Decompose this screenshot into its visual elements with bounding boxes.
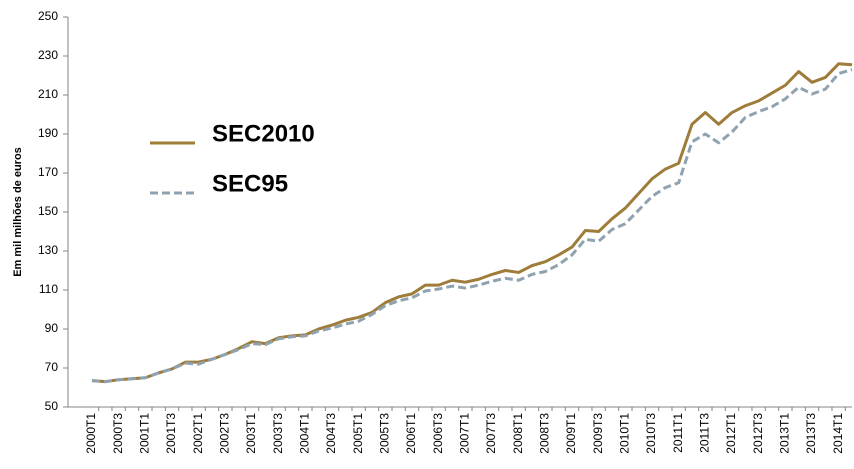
series-line bbox=[91, 62, 853, 384]
y-tick-label: 190 bbox=[38, 126, 58, 140]
x-tick-label: 2009T1 bbox=[564, 413, 578, 454]
x-tick-label: 2002T1 bbox=[191, 413, 205, 454]
x-tick-label: 2011T3 bbox=[698, 413, 712, 453]
x-tick-label: 2002T3 bbox=[218, 413, 232, 454]
y-axis-label: Em mil milhões de euros bbox=[12, 147, 24, 277]
x-tick-label: 2000T3 bbox=[111, 413, 125, 454]
x-tick-label: 2011T1 bbox=[671, 413, 685, 453]
y-tick-label: 70 bbox=[45, 360, 59, 374]
x-tick-label: 2005T1 bbox=[351, 413, 365, 454]
x-tick-label: 2009T3 bbox=[591, 413, 605, 454]
x-tick-label: 2003T1 bbox=[244, 413, 258, 454]
x-tick-label: 2008T1 bbox=[511, 413, 525, 454]
x-tick-label: 2010T1 bbox=[618, 413, 632, 454]
y-tick-label: 170 bbox=[38, 165, 58, 179]
x-tick-label: 2000T1 bbox=[84, 413, 98, 454]
x-tick-label: 2012T3 bbox=[751, 413, 765, 454]
x-tick-label: 2006T1 bbox=[404, 413, 418, 454]
legend-label: SEC95 bbox=[212, 170, 288, 197]
x-tick-label: 2001T1 bbox=[138, 413, 152, 454]
y-tick-label: 210 bbox=[38, 87, 58, 101]
y-tick-label: 150 bbox=[38, 204, 58, 218]
y-tick-label: 90 bbox=[45, 321, 59, 335]
x-tick-label: 2012T1 bbox=[724, 413, 738, 454]
x-tick-label: 2008T3 bbox=[538, 413, 552, 454]
x-tick-label: 2004T3 bbox=[324, 413, 338, 454]
x-tick-label: 2006T3 bbox=[431, 413, 445, 454]
x-tick-label: 2013T3 bbox=[804, 413, 818, 454]
x-tick-label: 2007T1 bbox=[458, 413, 472, 454]
x-tick-label: 2014T1 bbox=[831, 413, 845, 454]
y-tick-label: 230 bbox=[38, 48, 58, 62]
y-tick-label: 130 bbox=[38, 243, 58, 257]
x-tick-label: 2005T3 bbox=[378, 413, 392, 454]
legend-label: SEC2010 bbox=[212, 120, 315, 147]
x-tick-label: 2004T1 bbox=[298, 413, 312, 454]
y-tick-label: 110 bbox=[39, 282, 58, 296]
y-tick-label: 50 bbox=[45, 399, 59, 413]
x-tick-label: 2010T3 bbox=[644, 413, 658, 454]
x-tick-label: 2003T3 bbox=[271, 413, 285, 454]
x-tick-label: 2013T1 bbox=[778, 413, 792, 454]
x-tick-label: 2001T3 bbox=[164, 413, 178, 454]
series-line bbox=[91, 68, 853, 384]
y-tick-label: 250 bbox=[38, 9, 58, 23]
x-tick-label: 2007T3 bbox=[484, 413, 498, 454]
